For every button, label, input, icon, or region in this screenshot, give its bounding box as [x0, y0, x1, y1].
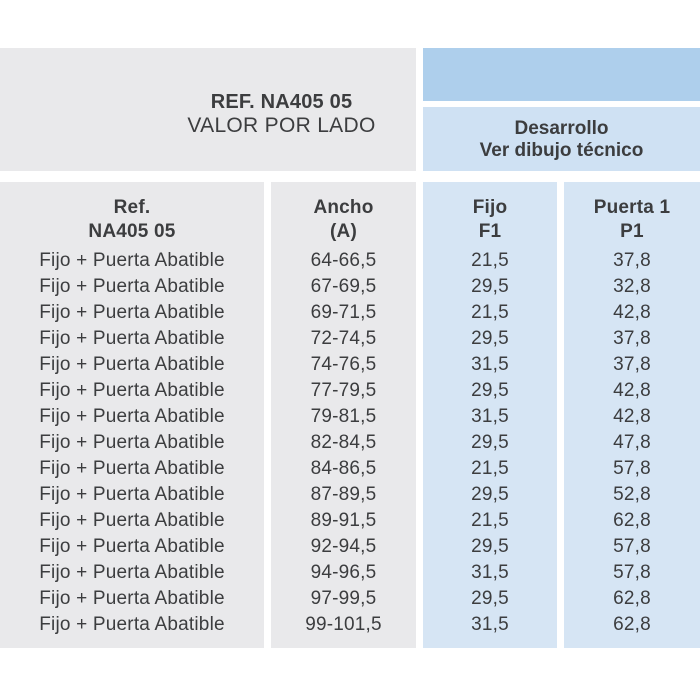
- column-puerta1-p1: Puerta 1 P1 37,8 32,8 42,8 37,8 37,8 42,…: [564, 182, 700, 648]
- desarrollo-line2: Ver dibujo técnico: [479, 140, 644, 161]
- column-fijo-f1-header-line2: F1: [478, 221, 502, 242]
- table-cell: Fijo + Puerta Abatible: [39, 484, 225, 505]
- table-cell: Fijo + Puerta Abatible: [39, 328, 225, 349]
- table-cell: 37,8: [613, 328, 651, 349]
- table-cell: 62,8: [613, 588, 651, 609]
- table-cell: Fijo + Puerta Abatible: [39, 302, 225, 323]
- table-cell: Fijo + Puerta Abatible: [39, 354, 225, 375]
- table-cell: 52,8: [613, 484, 651, 505]
- table-cell: 47,8: [613, 432, 651, 453]
- column-ref-header-line2: NA405 05: [88, 221, 176, 242]
- table-cell: 82-84,5: [310, 432, 377, 453]
- table-cell: Fijo + Puerta Abatible: [39, 406, 225, 427]
- table-cell: 31,5: [471, 614, 509, 635]
- table-cell: 57,8: [613, 562, 651, 583]
- table-cell: Fijo + Puerta Abatible: [39, 380, 225, 401]
- table-cell: 92-94,5: [310, 536, 377, 557]
- column-ref-header-line1: Ref.: [113, 197, 151, 218]
- table-cell: Fijo + Puerta Abatible: [39, 588, 225, 609]
- ref-title: REF. NA405 05: [210, 90, 353, 113]
- table-cell: 29,5: [471, 484, 509, 505]
- table-cell: 37,8: [613, 354, 651, 375]
- table-cell: 69-71,5: [310, 302, 377, 323]
- column-ref: Ref. NA405 05 Fijo + Puerta Abatible Fij…: [0, 182, 264, 648]
- table-cell: 79-81,5: [310, 406, 377, 427]
- table-cell: 74-76,5: [310, 354, 377, 375]
- table-cell: 29,5: [471, 536, 509, 557]
- table-cell: 31,5: [471, 406, 509, 427]
- table-cell: 67-69,5: [310, 276, 377, 297]
- table-cell: 64-66,5: [310, 250, 377, 271]
- table-cell: Fijo + Puerta Abatible: [39, 276, 225, 297]
- desarrollo-block: Desarrollo Ver dibujo técnico: [423, 107, 700, 171]
- table-cell: 97-99,5: [310, 588, 377, 609]
- table-cell: 29,5: [471, 588, 509, 609]
- table-cell: 57,8: [613, 536, 651, 557]
- table-cell: Fijo + Puerta Abatible: [39, 510, 225, 531]
- table-cell: 32,8: [613, 276, 651, 297]
- table-cell: 21,5: [471, 302, 509, 323]
- table-cell: 29,5: [471, 432, 509, 453]
- table-cell: 62,8: [613, 510, 651, 531]
- table-cell: 42,8: [613, 302, 651, 323]
- table-cell: 94-96,5: [310, 562, 377, 583]
- table-cell: 31,5: [471, 354, 509, 375]
- table-cell: 29,5: [471, 328, 509, 349]
- table-cell: 21,5: [471, 458, 509, 479]
- table-cell: 42,8: [613, 380, 651, 401]
- table-cell: Fijo + Puerta Abatible: [39, 614, 225, 635]
- table-cell: 31,5: [471, 562, 509, 583]
- column-fijo-f1: Fijo F1 21,5 29,5 21,5 29,5 31,5 29,5 31…: [423, 182, 557, 648]
- table-cell: 29,5: [471, 380, 509, 401]
- table-cell: Fijo + Puerta Abatible: [39, 458, 225, 479]
- table-cell: 57,8: [613, 458, 651, 479]
- table-cell: 72-74,5: [310, 328, 377, 349]
- column-puerta1-p1-header-line1: Puerta 1: [593, 197, 671, 218]
- table-cell: 62,8: [613, 614, 651, 635]
- table-cell: 89-91,5: [310, 510, 377, 531]
- table-cell: 84-86,5: [310, 458, 377, 479]
- ref-header-block: REF. NA405 05 VALOR POR LADO: [0, 48, 416, 171]
- column-ref-header: Ref. NA405 05: [0, 196, 264, 244]
- column-ancho: Ancho (A) 64-66,5 67-69,5 69-71,5 72-74,…: [271, 182, 416, 648]
- table-cell: 99-101,5: [305, 614, 382, 635]
- column-puerta1-p1-header: Puerta 1 P1: [564, 196, 700, 244]
- table-cell: Fijo + Puerta Abatible: [39, 250, 225, 271]
- table-cell: Fijo + Puerta Abatible: [39, 432, 225, 453]
- column-puerta1-p1-header-line2: P1: [620, 221, 644, 242]
- ref-subtitle: VALOR POR LADO: [187, 113, 376, 137]
- table-cell: 37,8: [613, 250, 651, 271]
- column-ancho-header: Ancho (A): [271, 196, 416, 244]
- table-cell: 29,5: [471, 276, 509, 297]
- table-cell: 77-79,5: [310, 380, 377, 401]
- table-cell: 21,5: [471, 250, 509, 271]
- table-cell: 42,8: [613, 406, 651, 427]
- column-fijo-f1-header: Fijo F1: [423, 196, 557, 244]
- desarrollo-line1: Desarrollo: [514, 118, 609, 139]
- spec-table-page: REF. NA405 05 VALOR POR LADO Desarrollo …: [0, 48, 700, 648]
- table-cell: Fijo + Puerta Abatible: [39, 562, 225, 583]
- column-ancho-header-line1: Ancho: [313, 197, 374, 218]
- column-ancho-header-line2: (A): [330, 221, 357, 242]
- blue-banner-block: [423, 48, 700, 101]
- table-cell: 21,5: [471, 510, 509, 531]
- column-fijo-f1-header-line1: Fijo: [472, 197, 508, 218]
- table-cell: 87-89,5: [310, 484, 377, 505]
- table-cell: Fijo + Puerta Abatible: [39, 536, 225, 557]
